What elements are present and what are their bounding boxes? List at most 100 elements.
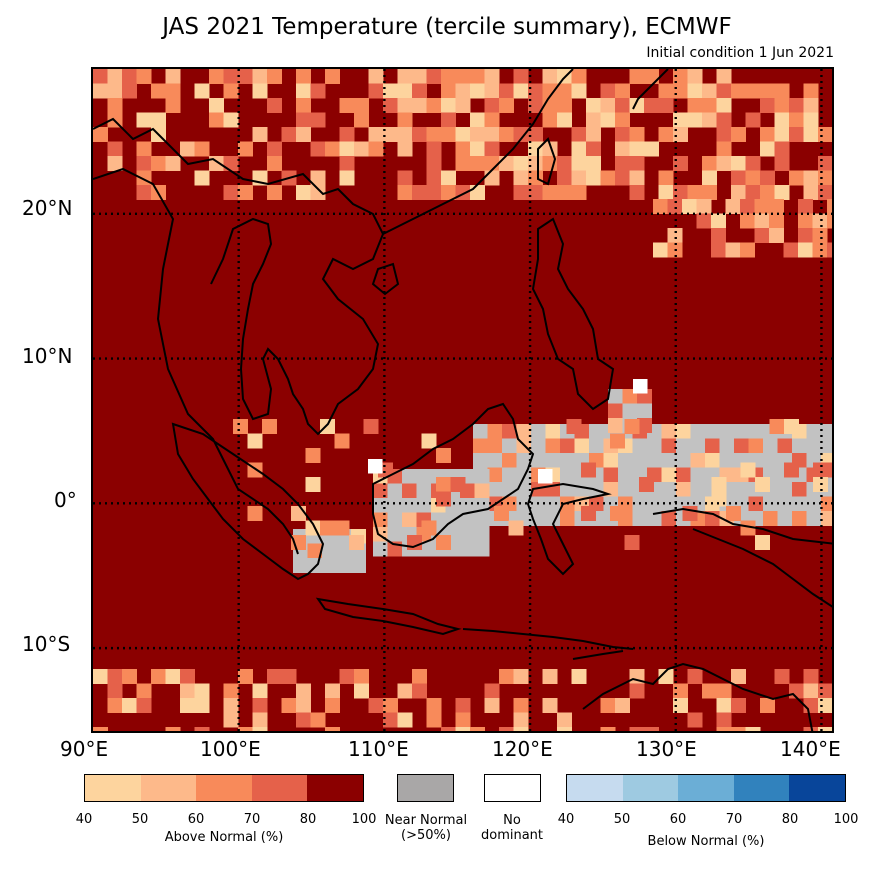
forecast-cell [421,433,437,449]
forecast-cell [397,112,413,128]
forecast-cell [716,727,732,731]
philippines-coast [531,217,615,411]
forecast-cell [402,512,417,528]
forecast-cell [803,98,819,113]
forecast-cell [812,213,828,229]
forecast-cell [238,69,253,84]
forecast-cell [774,127,790,142]
forecast-cell [487,438,503,454]
forecast-cell [349,535,364,550]
forecast-cell [310,83,326,99]
legend-no-dominant-caption: No dominant [462,813,562,843]
forecast-cell [194,683,210,699]
legend-below-caption: Below Normal (%) [647,834,765,849]
forecast-cell [296,698,311,713]
forecast-map [91,67,834,733]
forecast-cell [754,199,770,214]
forecast-cell [107,141,123,157]
forecast-cell [760,698,775,713]
forecast-cell [93,83,108,99]
forecast-cell [608,389,623,404]
sumatra-coast [171,422,325,581]
forecast-cell [574,482,590,497]
forecast-cell [629,141,645,157]
forecast-cell [734,438,749,454]
forecast-cell [470,156,485,171]
legend-no-dominant-box [484,774,541,802]
forecast-cell [426,98,442,113]
forecast-cell [339,669,355,684]
forecast-cell [455,727,471,731]
forecast-cell [690,424,706,439]
forecast-cell [833,127,835,142]
forecast-cell [122,83,137,99]
coastlines [93,69,832,731]
forecast-cell [107,669,123,684]
forecast-cell [784,462,799,478]
forecast-cell [687,712,703,728]
forecast-cell [412,98,427,113]
forecast-cell [560,467,575,483]
forecast-cell [397,127,413,142]
forecast-cell [624,535,640,550]
forecast-cell [661,482,677,497]
forecast-cell [803,669,819,684]
forecast-cell [754,228,770,243]
forecast-cell [531,453,546,468]
forecast-cell [740,199,755,214]
forecast-cell [637,403,652,419]
forecast-cell [487,467,503,483]
forecast-cell [716,683,732,699]
forecast-cell [818,727,832,731]
forecast-cell [531,482,546,497]
forecast-cell [661,438,677,454]
forecast-cell [421,520,437,536]
forecast-cell [107,98,123,113]
forecast-cell [812,242,828,258]
forecast-cell [760,127,775,142]
forecast-cell [833,727,835,733]
forecast-cell [687,669,703,684]
forecast-cell [745,170,761,186]
forecast-cell [397,83,413,99]
forecast-cell [719,453,735,468]
forecast-cell [774,98,790,113]
forecast-cell [673,683,688,699]
ryukyu-islands [632,69,669,110]
forecast-cell [705,438,720,454]
forecast-cell [107,683,123,699]
legend-tick-label: 40 [75,812,93,827]
forecast-cell [647,511,662,526]
forecast-cell [238,669,253,684]
forecast-cell [354,141,369,157]
forecast-cell [363,419,379,434]
forecast-cell [516,453,532,468]
forecast-cell [209,112,224,128]
forecast-cell [647,438,662,454]
forecast-cell [450,477,466,492]
legend-tick-label: 50 [131,812,149,827]
forecast-cell [310,170,326,186]
forecast-cell [351,558,366,573]
forecast-cell [702,112,717,128]
forecast-cell [798,242,813,258]
forecast-cell [441,185,456,200]
forecast-cell [754,213,770,229]
forecast-cell [470,127,485,142]
forecast-cell [734,482,749,497]
forecast-cell [676,453,691,468]
forecast-cell [821,424,832,439]
legend-below-normal-bar [566,774,846,802]
forecast-cell [165,669,181,684]
forecast-cell [542,156,558,171]
forecast-cell [615,98,630,113]
forecast-cell [719,438,735,454]
forecast-cell [673,698,688,713]
forecast-cell [441,98,456,113]
forecast-cell [702,683,717,699]
forecast-cell [325,69,340,84]
forecast-cell [658,127,674,142]
forecast-cell [528,141,543,157]
forecast-cell [571,185,587,200]
no-dominant-line1: No [503,813,521,828]
